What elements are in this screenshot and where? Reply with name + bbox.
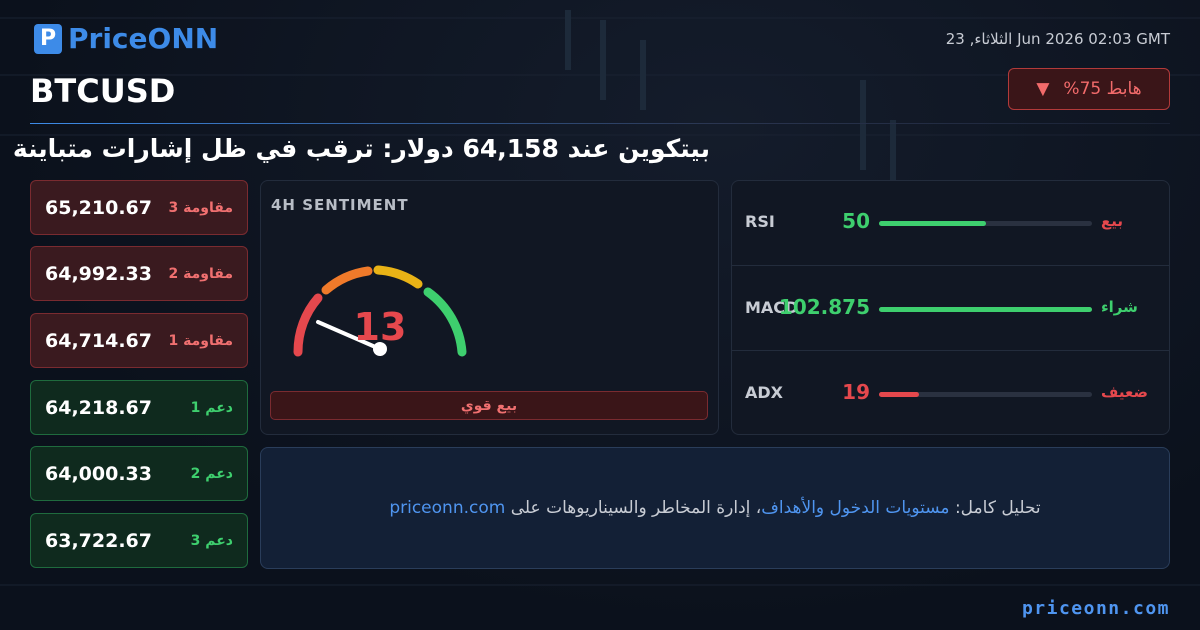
indicator-row: RSI 50 بيع (731, 180, 1170, 265)
level-row: 64,992.33 مقاومة 2 (30, 246, 248, 301)
gauge: 13 (293, 265, 467, 357)
footer-box: تحليل كامل: مستويات الدخول والأهداف ، إدا… (260, 447, 1170, 569)
divider (30, 123, 1170, 124)
sentiment-label: بيع قوي (270, 391, 708, 420)
level-label: مقاومة 3 (168, 199, 234, 216)
trend-badge: ▼ هابط 75% (1008, 68, 1170, 110)
indicator-bar (879, 307, 1092, 312)
indicator-track (879, 392, 1092, 397)
footer-prefix: تحليل كامل: (954, 498, 1041, 518)
sentiment-value: 13 (354, 305, 407, 349)
indicator-value: 50 (842, 209, 870, 233)
indicator-name: MACD (745, 298, 799, 317)
level-row: 65,210.67 مقاومة 3 (30, 180, 248, 235)
logo: P PriceONN (34, 22, 218, 55)
site[interactable]: priceonn.com (1021, 598, 1170, 619)
level-label: دعم 2 (190, 465, 233, 482)
indicator-value: 19 (842, 380, 870, 404)
footer-link[interactable]: مستويات الدخول والأهداف (761, 498, 950, 518)
indicator-bar (879, 392, 920, 397)
indicator-track (879, 221, 1092, 226)
level-label: مقاومة 2 (168, 265, 234, 282)
indicator-name: ADX (745, 383, 783, 402)
footer-domain[interactable]: priceonn.com (389, 498, 506, 518)
level-value: 64,000.33 (45, 462, 152, 485)
indicator-signal: ضعيف (1101, 383, 1148, 401)
indicator-track (879, 307, 1092, 312)
sentiment-title: 4H SENTIMENT (271, 196, 409, 214)
level-value: 64,218.67 (45, 396, 152, 419)
level-row: 63,722.67 دعم 3 (30, 513, 248, 568)
level-value: 64,714.67 (45, 329, 152, 352)
indicator-bar (879, 221, 986, 226)
indicator-row: MACD 102.875 شراء (731, 265, 1170, 350)
indicator-name: RSI (745, 212, 775, 231)
indicator-signal: بيع (1101, 212, 1124, 230)
level-value: 63,722.67 (45, 529, 152, 552)
level-value: 65,210.67 (45, 196, 152, 219)
level-label: مقاومة 1 (168, 332, 234, 349)
level-value: 64,992.33 (45, 262, 152, 285)
headline: بيتكوين عند 64,158 دولار: ترقب في ظل إشا… (12, 134, 710, 163)
badge-text: هابط 75% (1063, 79, 1142, 99)
footer-rest: ، إدارة المخاطر والسيناريوهات على (510, 498, 762, 518)
level-label: دعم 1 (190, 399, 233, 416)
indicator-signal: شراء (1101, 298, 1138, 316)
level-row: 64,714.67 مقاومة 1 (30, 313, 248, 368)
indicator-value: 102.875 (778, 295, 870, 319)
level-row: 64,218.67 دعم 1 (30, 380, 248, 435)
logo-text: PriceONN (68, 22, 219, 55)
level-label: دعم 3 (190, 532, 233, 549)
indicator-row: ADX 19 ضعيف (731, 350, 1170, 435)
symbol: BTCUSD (30, 72, 176, 110)
level-row: 64,000.33 دعم 2 (30, 446, 248, 501)
date: الثلاثاء, 23 Jun 2026 02:03 GMT (945, 30, 1170, 48)
